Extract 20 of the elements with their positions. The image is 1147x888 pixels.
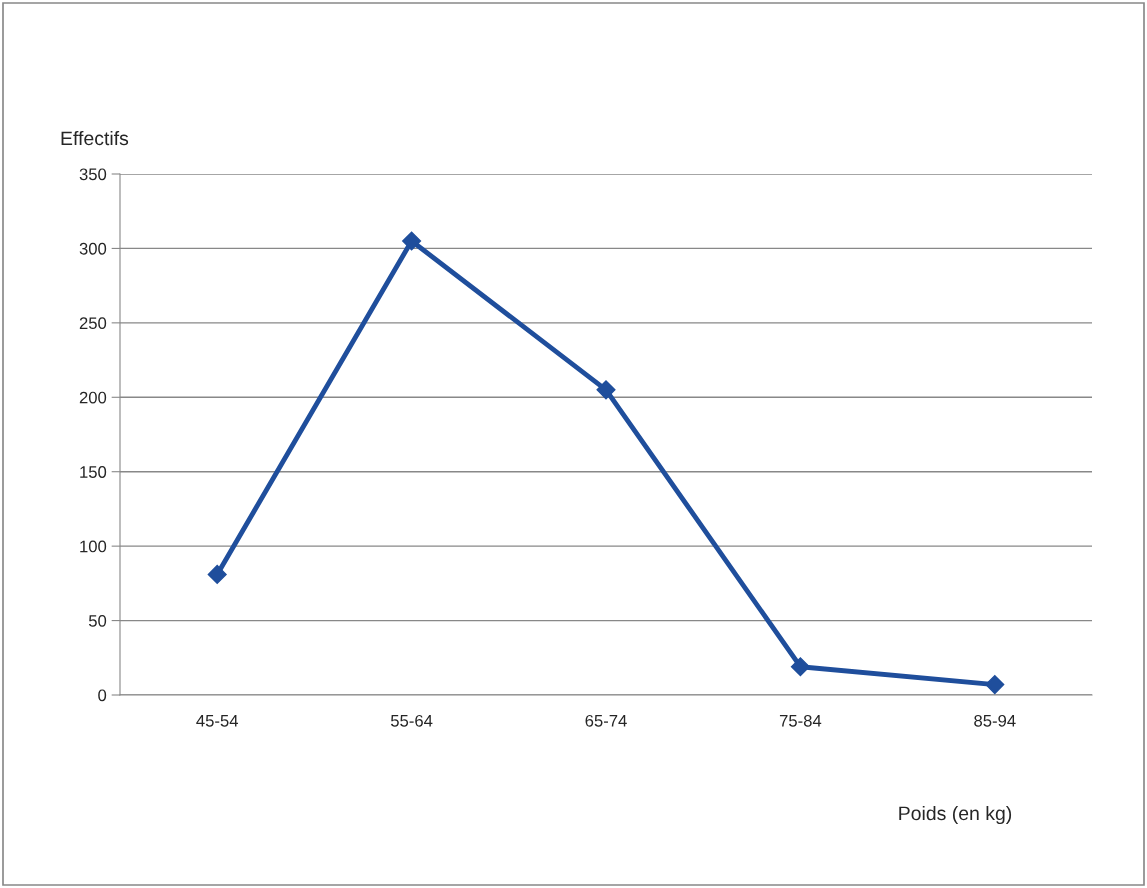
x-tick-label: 85-94 [974, 714, 1016, 727]
point [790, 657, 810, 677]
y-tick-label: 0 [98, 689, 107, 702]
x-tick-label: 45-54 [196, 715, 239, 727]
point [402, 231, 422, 251]
y-tick-label: 200 [79, 391, 107, 404]
y-tick-label: 350 [79, 168, 107, 181]
y-tick-label: 100 [80, 540, 107, 553]
y-axis-title: Effectifs [61, 130, 129, 146]
x-tick-label: 75-84 [779, 714, 822, 727]
point [985, 675, 1005, 695]
y-tick-label: 250 [79, 317, 107, 330]
point [207, 564, 227, 584]
point [596, 380, 616, 400]
y-tick-label: 300 [79, 242, 107, 255]
x-tick-label: 55-64 [390, 714, 433, 727]
y-tick-label: 150 [80, 466, 107, 478]
y-tick-label: 50 [88, 614, 107, 627]
x-axis-title: Poids (en kg) [899, 805, 1012, 825]
x-tick-label: 65-74 [585, 714, 627, 727]
